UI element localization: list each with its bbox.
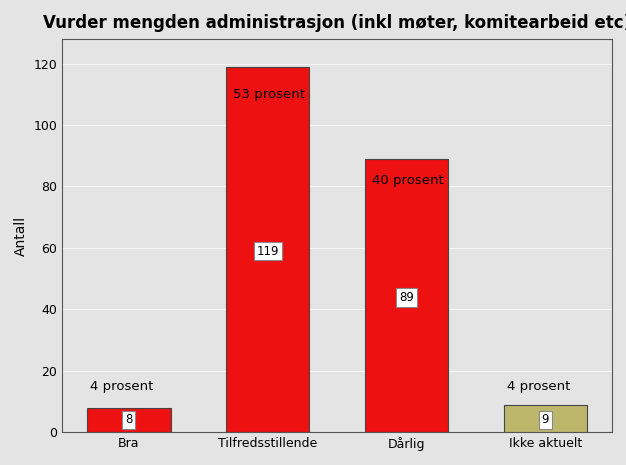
Text: 4 prosent: 4 prosent xyxy=(507,380,570,393)
Bar xyxy=(226,66,309,432)
Y-axis label: Antall: Antall xyxy=(14,216,28,256)
Text: 40 prosent: 40 prosent xyxy=(372,174,444,187)
Text: 53 prosent: 53 prosent xyxy=(233,88,305,101)
Text: 119: 119 xyxy=(257,245,279,258)
Text: 8: 8 xyxy=(125,413,133,426)
Bar xyxy=(365,159,448,432)
Bar xyxy=(504,405,587,432)
Text: 4 prosent: 4 prosent xyxy=(90,380,153,393)
Bar xyxy=(87,408,170,432)
Text: 9: 9 xyxy=(541,413,549,426)
Text: 89: 89 xyxy=(399,291,414,304)
Title: Vurder mengden administrasjon (inkl møter, komitearbeid etc): Vurder mengden administrasjon (inkl møte… xyxy=(43,14,626,32)
